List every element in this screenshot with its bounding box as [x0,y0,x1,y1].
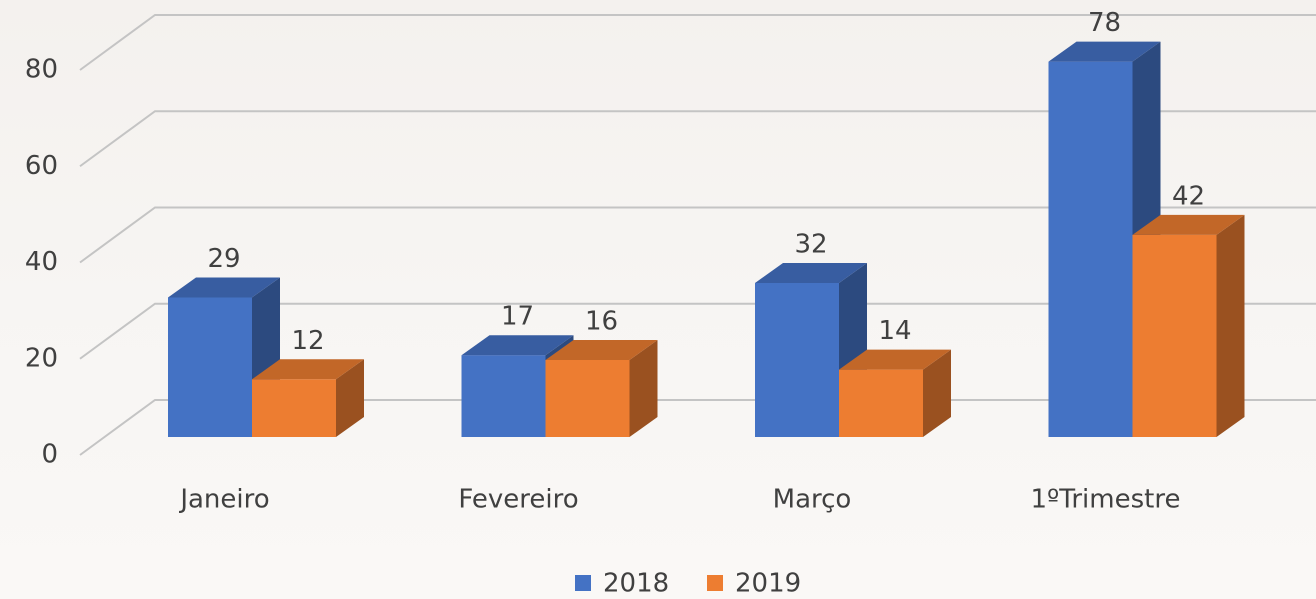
bar [252,359,364,437]
y-tick-label: 40 [25,247,58,277]
bar-top [545,340,658,360]
legend-swatch [707,575,723,591]
data-label: 78 [1088,8,1121,38]
bar-front [755,283,839,437]
data-label: 14 [878,316,911,346]
bar-front [545,360,630,437]
bar [755,263,867,437]
y-tick-label: 20 [25,343,58,373]
data-label: 29 [207,244,240,274]
data-label: 32 [794,230,827,260]
bar [545,340,658,437]
bar-top [839,349,951,370]
bar-front [252,379,336,437]
data-label: 12 [291,326,324,356]
bar-top [252,359,364,380]
legend-swatch [575,575,591,591]
grid-line [79,14,1316,71]
x-tick-label: 1ºTrimestre [1031,485,1181,515]
bar-side [629,340,658,437]
grid-line [79,110,1316,168]
x-tick-label: Janeiro [178,485,269,515]
y-tick-label: 0 [41,440,58,470]
bar-side [336,359,364,437]
bar-side [1216,214,1245,437]
legend-label: 2019 [735,569,801,599]
x-tick-label: Fevereiro [458,485,578,515]
bar-top [1132,214,1245,235]
y-tick-label: 80 [25,55,58,85]
x-tick-label: Março [773,485,852,515]
legend-label: 2018 [603,569,669,599]
bar-front [168,297,252,437]
bar-front [1132,234,1217,437]
bar-front [461,355,546,437]
grid-line [79,302,1316,360]
bar-top [461,335,574,356]
bar-side [923,349,951,437]
bar [839,349,951,437]
bar-top [1048,41,1161,62]
bar [1048,41,1161,437]
bar-front [839,369,923,437]
bar-front [1048,61,1133,437]
bar-top [168,277,280,298]
data-label: 16 [585,307,618,337]
bar [1132,214,1245,437]
grid-line [79,206,1316,264]
data-label: 17 [501,302,534,332]
data-label: 42 [1172,181,1205,211]
y-tick-label: 60 [25,151,58,181]
bar-top [755,263,867,283]
